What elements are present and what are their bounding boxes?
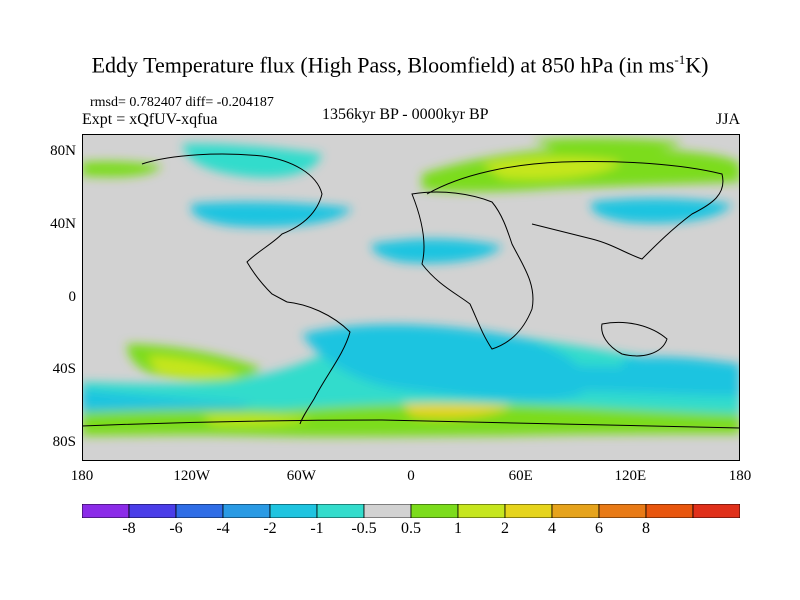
colorbar-segment — [457, 504, 506, 518]
colorbar-label: -8 — [122, 520, 136, 537]
lon-label: 60W — [286, 468, 316, 484]
colorbar-segment — [363, 504, 412, 518]
lon-label: 0 — [407, 468, 415, 484]
colorbar-label: -4 — [216, 520, 230, 537]
colorbar-label: 8 — [642, 520, 650, 537]
colorbar-segment — [645, 504, 694, 518]
season-label: JJA — [715, 111, 740, 128]
lon-label: 180 — [70, 468, 94, 484]
colorbar — [82, 504, 740, 518]
colorbar-label: -2 — [263, 520, 277, 537]
colorbar-segment — [316, 504, 365, 518]
lat-label: 40N — [50, 215, 76, 232]
colorbar-label: 1 — [454, 520, 462, 537]
rmsd-stats: rmsd= 0.782407 diff= -0.204187 — [90, 95, 274, 110]
colorbar-segment — [598, 504, 647, 518]
colorbar-segment — [82, 504, 130, 518]
colorbar-segment — [410, 504, 459, 518]
colorbar-segment — [175, 504, 224, 518]
colorbar-segment — [222, 504, 271, 518]
lat-label: 40S — [52, 361, 76, 378]
experiment-label: Expt = xQfUV-xqfua — [82, 111, 218, 128]
lon-label: 180 — [728, 468, 752, 484]
lon-label: 60E — [508, 468, 533, 484]
lat-label: 80S — [52, 433, 76, 450]
flux-map — [82, 134, 740, 461]
colorbar-segment — [128, 504, 177, 518]
colorbar-segment — [504, 504, 553, 518]
flux-field — [82, 137, 740, 437]
colorbar-label: 0.5 — [401, 520, 421, 537]
colorbar-label: 6 — [595, 520, 603, 537]
colorbar-label: -1 — [310, 520, 324, 537]
map-title: Eddy Temperature flux (High Pass, Bloomf… — [91, 52, 709, 78]
coastlines — [82, 153, 740, 429]
lon-label: 120E — [614, 468, 647, 484]
colorbar-segment — [692, 504, 740, 518]
colorbar-segment — [551, 504, 600, 518]
lat-label: 0 — [68, 288, 77, 305]
lat-label: 80N — [50, 143, 76, 160]
lon-label: 120W — [173, 468, 210, 484]
colorbar-label: 4 — [548, 520, 556, 537]
colorbar-label: -0.5 — [351, 520, 377, 537]
colorbar-segment — [269, 504, 318, 518]
period-label: 1356kyr BP - 0000kyr BP — [322, 106, 489, 123]
colorbar-label: -6 — [169, 520, 183, 537]
colorbar-label: 2 — [501, 520, 509, 537]
